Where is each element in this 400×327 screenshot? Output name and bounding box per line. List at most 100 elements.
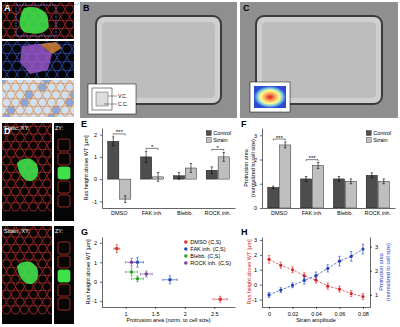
point xyxy=(314,274,317,277)
point xyxy=(279,289,282,292)
category-label: Blebb. xyxy=(177,210,193,216)
error-bar xyxy=(280,288,282,293)
cell-outline xyxy=(47,5,56,13)
cell-outline xyxy=(70,91,75,99)
legend: ControlStrain xyxy=(206,130,231,143)
segmented-cell xyxy=(40,42,62,54)
cell-outline xyxy=(2,70,7,78)
error-cap xyxy=(177,279,178,281)
error-cap xyxy=(371,177,373,178)
axis-title-line: (normalized to cell size) xyxy=(385,243,391,301)
error-cap xyxy=(338,286,340,287)
cell-outline xyxy=(29,306,38,314)
error-cap xyxy=(362,244,364,245)
cell-outline xyxy=(7,13,16,21)
tick-mark xyxy=(370,295,372,296)
tick-mark xyxy=(100,262,102,263)
legend-swatch xyxy=(366,131,371,136)
error-bar xyxy=(145,271,147,277)
cell-outline xyxy=(7,70,17,78)
cell-outline xyxy=(7,164,16,172)
error-bar xyxy=(315,272,317,279)
cell-outline xyxy=(43,134,52,142)
error-bar xyxy=(130,268,132,276)
point xyxy=(361,295,364,298)
tick: 2 xyxy=(94,132,102,138)
cell-outline xyxy=(20,141,29,149)
cell-outline xyxy=(12,45,22,54)
error-stem xyxy=(371,173,372,178)
cell-outline xyxy=(20,290,29,298)
cell-outline xyxy=(20,244,29,252)
error-cap xyxy=(280,262,282,263)
cell-outline xyxy=(7,28,16,36)
cell-outline xyxy=(47,172,52,180)
error-cap xyxy=(268,292,270,293)
cell-outline xyxy=(2,267,7,275)
panel-label: D xyxy=(4,126,11,136)
error-cap xyxy=(169,283,171,284)
point xyxy=(314,279,317,282)
bar xyxy=(345,181,356,208)
error-cap xyxy=(280,268,282,269)
cell-outline xyxy=(47,126,52,134)
panel-label: C xyxy=(243,3,250,13)
error-bar xyxy=(350,179,352,184)
cell-outline xyxy=(11,172,20,180)
axis-title: Protrusion area(normalized to cell size) xyxy=(243,139,256,197)
legend-label: Control xyxy=(373,130,391,136)
error-cap xyxy=(145,151,147,152)
error-cap xyxy=(211,173,213,174)
axis-title-line: Protrusion area xyxy=(378,252,384,291)
error-cap xyxy=(291,266,293,267)
point xyxy=(326,267,329,270)
error-cap xyxy=(157,172,159,173)
device-photo xyxy=(240,2,398,118)
cell-outline xyxy=(67,70,74,78)
cell-outline xyxy=(2,237,7,245)
cell-outline xyxy=(11,244,20,252)
axis-title: Protrusion area (norm. to cell size) xyxy=(126,317,210,323)
error-cap xyxy=(223,152,225,153)
inset xyxy=(88,84,136,114)
category-label: DMSO xyxy=(271,210,288,216)
error-cap xyxy=(303,276,305,277)
error-bar xyxy=(362,244,364,254)
error-bar xyxy=(157,172,159,181)
cell-outline xyxy=(2,28,7,36)
cell-outline xyxy=(61,13,70,21)
error-cap xyxy=(327,283,329,284)
cell-outline xyxy=(2,141,11,149)
cell-outline xyxy=(52,298,53,306)
tick-label: 0 xyxy=(94,176,97,182)
error-bar xyxy=(327,283,329,289)
tick-label: 1 xyxy=(94,154,97,160)
tick-label: 1 xyxy=(125,311,128,317)
error-bar xyxy=(219,296,221,302)
cell-outline xyxy=(20,203,29,211)
image-background xyxy=(2,123,52,221)
error-cap xyxy=(383,183,385,184)
cell-outline xyxy=(7,267,16,275)
panel-label: E xyxy=(81,119,87,129)
error-bar xyxy=(338,256,340,266)
legend-label: Strain xyxy=(373,137,387,143)
cell-outline xyxy=(2,290,11,298)
error-cap xyxy=(272,188,274,189)
cell-outline xyxy=(56,83,65,91)
error-stem xyxy=(285,142,286,148)
tick-mark xyxy=(100,243,102,244)
cell-outline xyxy=(70,28,75,36)
cell-outline xyxy=(7,283,16,291)
photo-background xyxy=(80,2,237,118)
cell-outline xyxy=(56,36,65,39)
cell-outline xyxy=(65,20,74,28)
photo-background xyxy=(240,2,398,118)
error-cap xyxy=(303,272,305,273)
error-cap xyxy=(383,178,385,179)
tick-mark xyxy=(260,300,262,301)
axis-line xyxy=(103,208,236,209)
tick-mark xyxy=(370,247,372,248)
error-cap xyxy=(315,279,317,280)
legend-swatch xyxy=(184,261,188,265)
